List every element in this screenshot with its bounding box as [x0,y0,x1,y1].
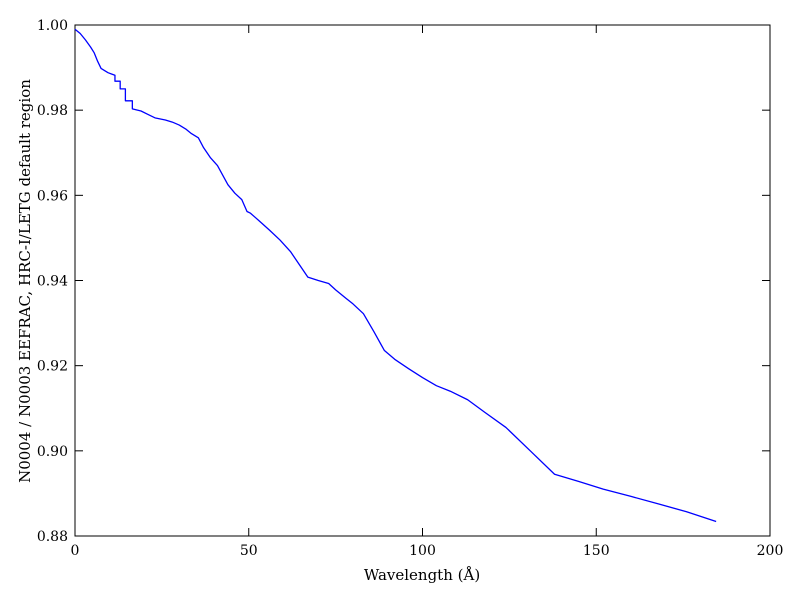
x-tick-label: 100 [409,543,436,559]
x-axis-ticks: 0 50 100 150 200 [71,25,784,559]
x-tick-label: 0 [71,543,80,559]
y-tick-label: 0.98 [37,103,68,119]
y-axis-title: N0004 / N0003 EEFRAC, HRC-I/LETG default… [16,79,34,483]
series-layer [74,28,717,523]
y-tick-label: 0.90 [37,444,68,460]
x-tick-label: 150 [583,543,610,559]
y-tick-label: 1.00 [37,18,68,34]
x-axis-title: Wavelength (Å) [364,566,480,584]
x-tick-label: 50 [240,543,258,559]
y-tick-label: 0.92 [37,359,68,375]
x-tick-label: 200 [757,543,784,559]
y-tick-label: 0.94 [37,274,68,290]
plot-frame [74,24,771,537]
y-tick-label: 0.88 [37,529,68,545]
series-line [74,28,717,523]
y-axis-ticks: 0.88 0.90 0.92 0.94 0.96 0.98 1.00 [37,18,770,545]
y-tick-label: 0.96 [37,188,68,204]
